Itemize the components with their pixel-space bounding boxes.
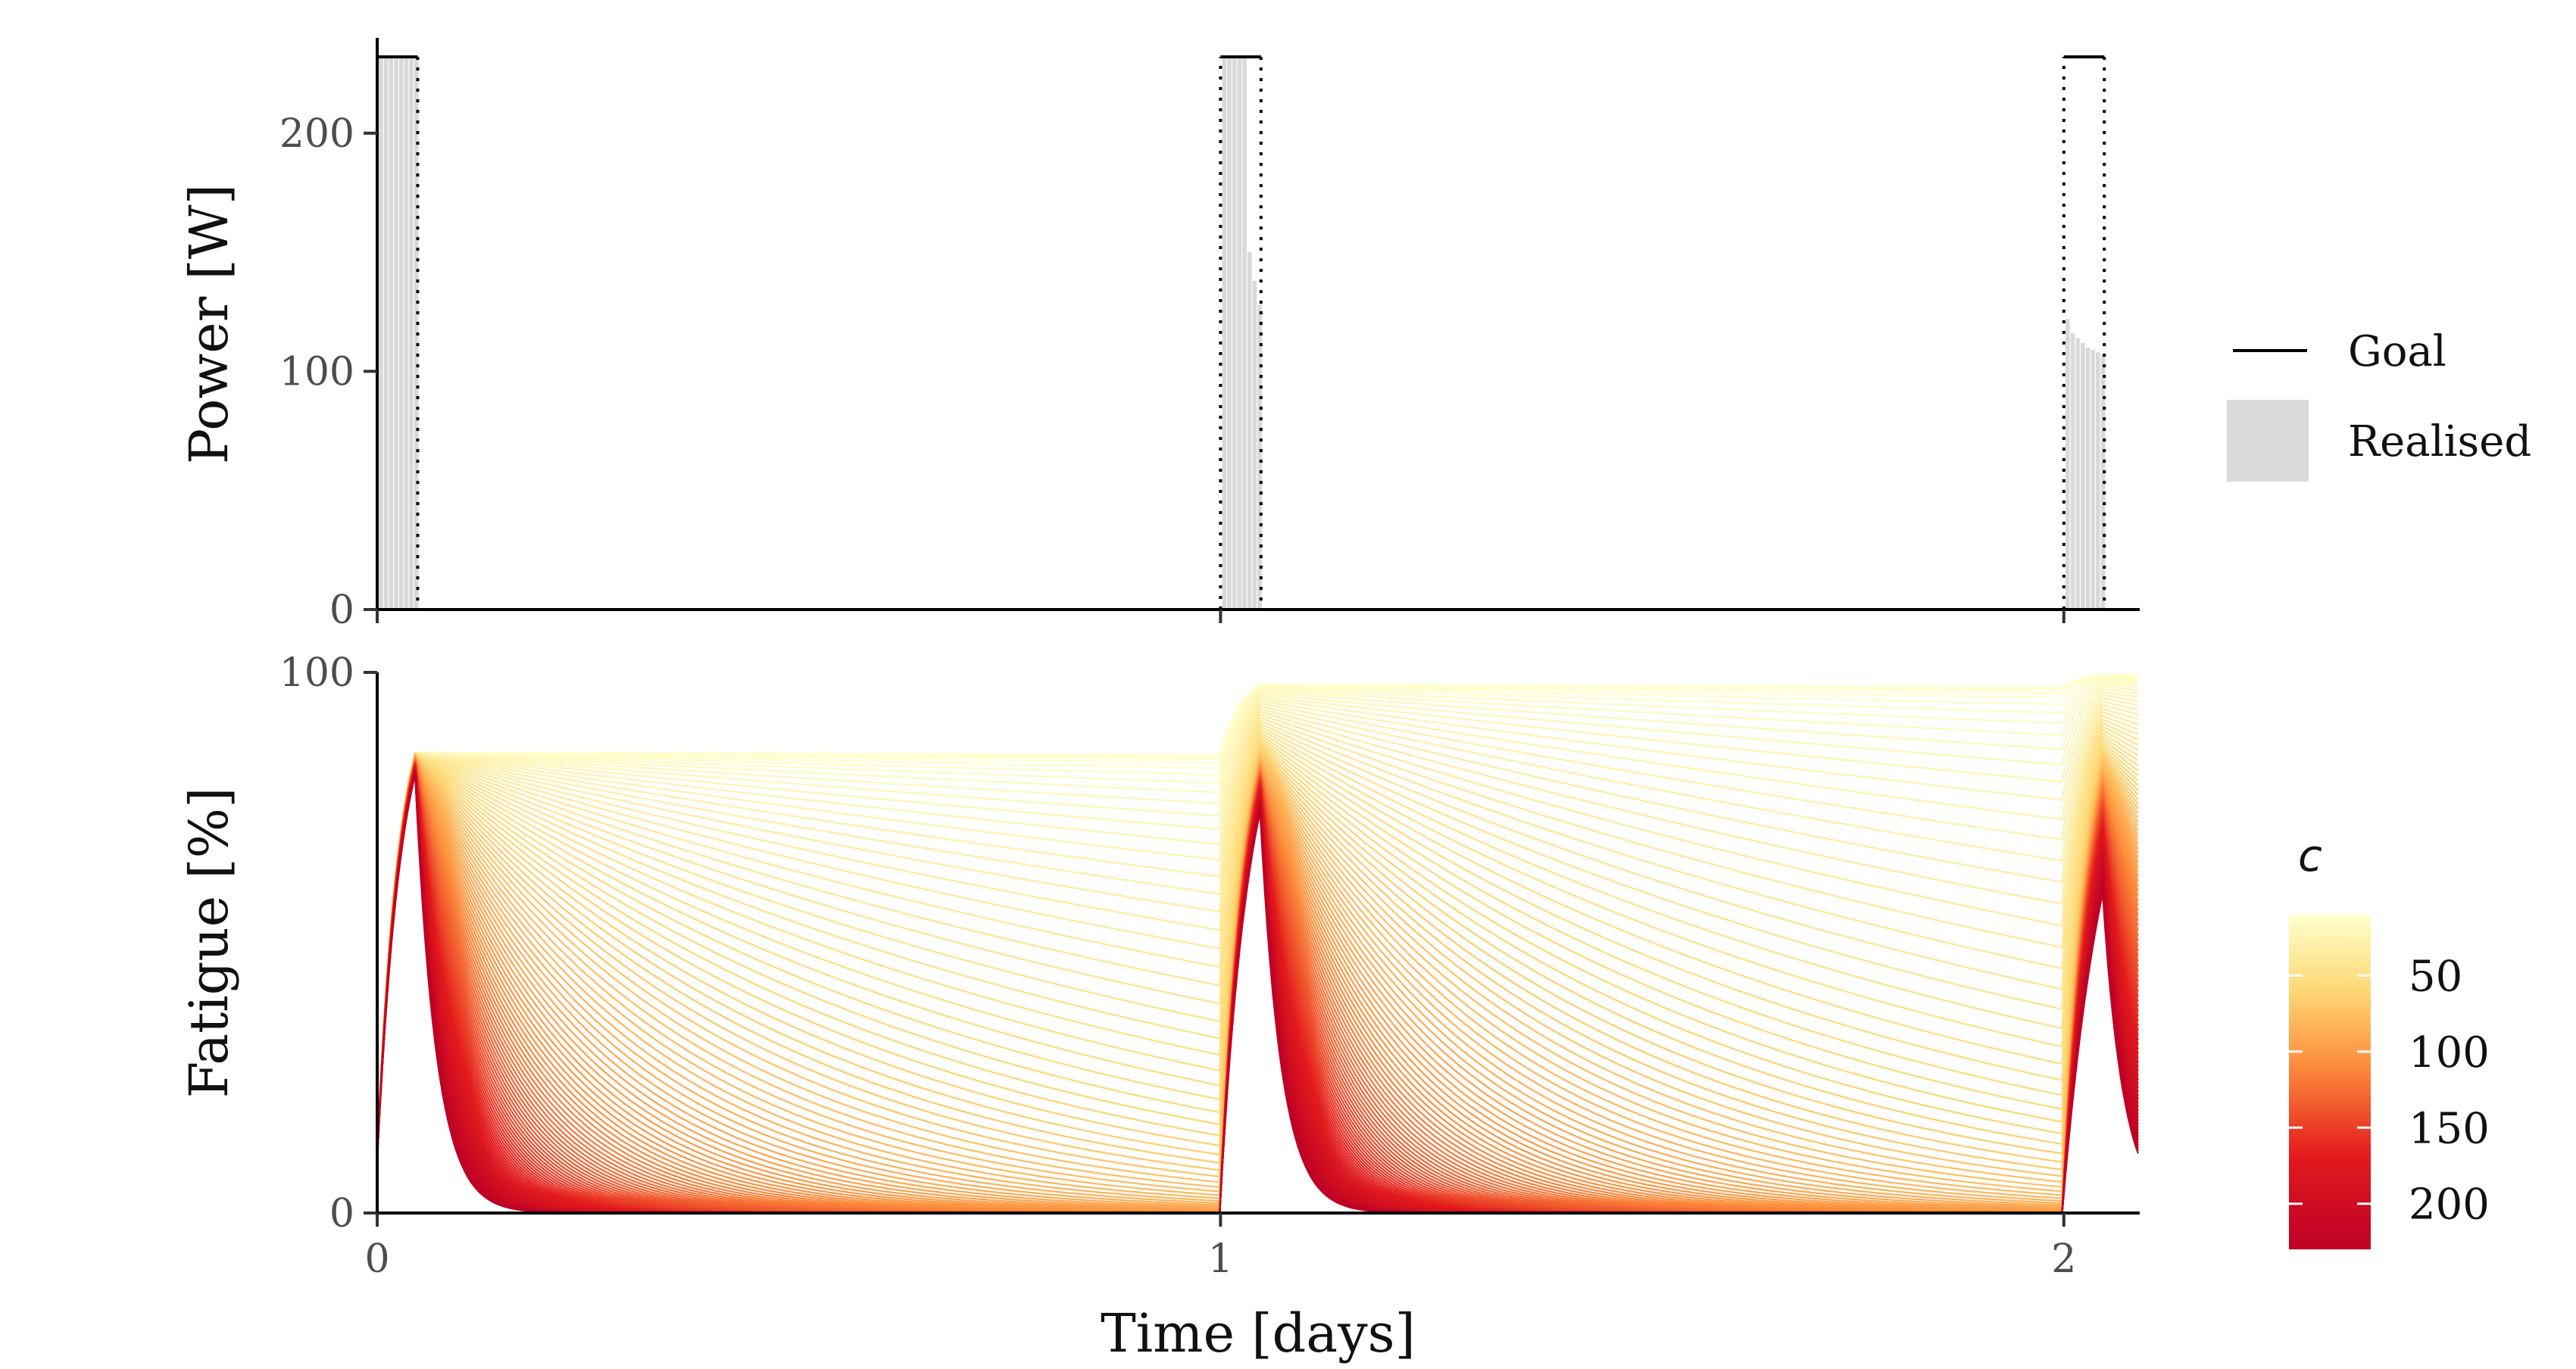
fatigue-curve xyxy=(376,688,2138,1152)
fatigue-curve xyxy=(376,725,2139,1153)
colorbar: c 50 100 150 200 xyxy=(2289,830,2490,1249)
legend-goal-label: Goal xyxy=(2348,327,2446,376)
legend-realised-swatch xyxy=(2227,400,2309,482)
realised-bar xyxy=(404,57,409,610)
power-y-tick-label: 100 xyxy=(279,349,354,394)
colorbar-ticks: 50 100 150 200 xyxy=(2289,952,2490,1230)
realised-bar xyxy=(2070,333,2075,610)
fatigue-curve xyxy=(376,728,2139,1153)
realised-bar xyxy=(1242,57,1247,610)
fatigue-curve xyxy=(376,676,2138,1152)
realised-bar xyxy=(379,57,383,610)
fatigue-curve xyxy=(376,677,2138,1152)
realised-bar xyxy=(2075,338,2080,610)
power-y-ticks: 0 100 200 xyxy=(279,111,377,633)
fatigue-x-ticks: 0 1 2 xyxy=(364,1213,2076,1282)
realised-bar xyxy=(2065,319,2070,610)
realised-bar xyxy=(1257,304,1262,610)
realised-bar xyxy=(398,57,404,610)
power-y-tick-label: 0 xyxy=(329,588,354,633)
fatigue-curve xyxy=(376,733,2139,1153)
fatigue-y-tick-label: 0 xyxy=(329,1191,354,1236)
fatigue-curve xyxy=(376,722,2139,1153)
colorbar-gradient xyxy=(2289,915,2371,1249)
realised-bar xyxy=(383,57,389,610)
realised-bar xyxy=(1232,57,1237,610)
fatigue-curve xyxy=(376,691,2138,1152)
realised-bar xyxy=(394,57,398,610)
realised-bar xyxy=(2085,347,2090,610)
fatigue-curve xyxy=(376,685,2138,1152)
power-panel: 0 100 200 Power [W] xyxy=(178,38,2140,633)
realised-bar xyxy=(1222,57,1227,610)
fatigue-curve xyxy=(376,694,2138,1153)
realised-bar xyxy=(1227,57,1232,610)
realised-bar xyxy=(1237,57,1242,610)
fatigue-x-tick-label: 2 xyxy=(2051,1236,2076,1282)
fatigue-y-ticks: 0 100 xyxy=(279,650,377,1236)
fatigue-curve xyxy=(376,697,2139,1153)
colorbar-tick-label: 100 xyxy=(2409,1028,2490,1077)
realised-bars xyxy=(379,57,2106,610)
fatigue-curve xyxy=(376,711,2139,1153)
fatigue-x-tick-label: 1 xyxy=(1208,1236,1233,1282)
legend-realised-label: Realised xyxy=(2348,417,2531,466)
colorbar-tick-label: 200 xyxy=(2409,1180,2490,1230)
power-y-tick-label: 200 xyxy=(279,111,354,157)
fatigue-curve xyxy=(376,707,2139,1153)
fatigue-curve xyxy=(376,715,2139,1153)
colorbar-title: c xyxy=(2298,830,2322,881)
legend: Goal Realised xyxy=(2227,327,2531,482)
realised-bar xyxy=(2081,342,2085,610)
colorbar-tick-label: 50 xyxy=(2409,952,2462,1001)
realised-bar xyxy=(2096,352,2100,610)
fatigue-curve xyxy=(376,683,2138,1152)
fatigue-curve xyxy=(376,703,2139,1153)
fatigue-curve xyxy=(376,731,2139,1153)
fatigue-curve xyxy=(376,700,2139,1153)
realised-bar xyxy=(1252,280,1257,610)
realised-bar xyxy=(409,57,414,610)
power-x-ticks xyxy=(376,610,2065,623)
fatigue-y-tick-label: 100 xyxy=(279,650,354,696)
colorbar-tick-label: 150 xyxy=(2409,1104,2490,1153)
fatigue-y-axis-title: Fatigue [%] xyxy=(178,787,240,1099)
fatigue-panel: 0 100 0 1 2 Fatigue [%] Time [days] xyxy=(178,650,2140,1364)
realised-bar xyxy=(1247,252,1252,610)
fatigue-curve xyxy=(376,718,2139,1153)
realised-bar xyxy=(2090,350,2095,610)
realised-bar xyxy=(389,57,394,610)
x-axis-title: Time [days] xyxy=(1101,1302,1416,1364)
fatigue-curves xyxy=(376,673,2139,1215)
power-y-axis-title: Power [W] xyxy=(178,184,240,464)
fatigue-x-tick-label: 0 xyxy=(364,1236,389,1282)
fatigue-curve xyxy=(376,681,2138,1152)
fatigue-curve xyxy=(376,678,2138,1152)
